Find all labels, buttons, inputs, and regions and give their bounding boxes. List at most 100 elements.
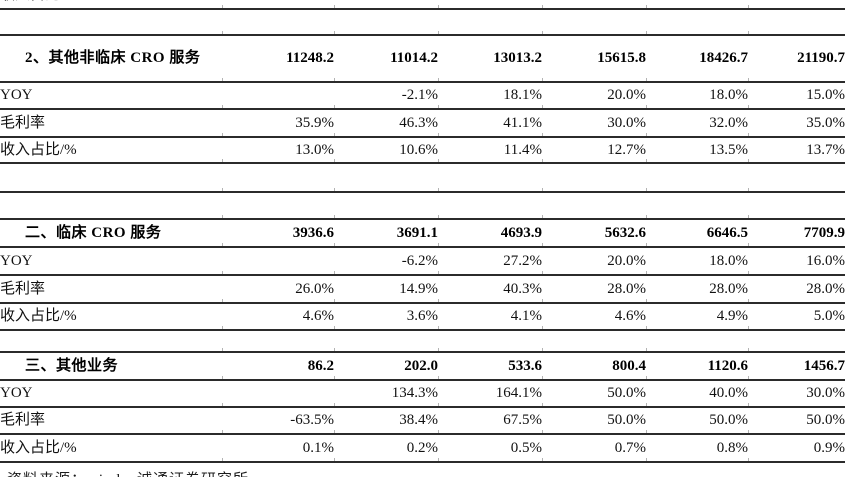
value-cell: 16.0% — [748, 247, 845, 276]
value-cell: 4.9% — [646, 303, 748, 331]
spacer-row — [0, 163, 845, 193]
spacer-cell — [0, 330, 222, 353]
metric-row-revenue-share: 收入占比/% 0.1% 0.2% 0.5% 0.7% 0.8% 0.9% — [0, 434, 845, 463]
value-cell: 35.9% — [222, 109, 334, 138]
value-cell: 50.0% — [542, 380, 646, 408]
value-cell: 50.0% — [748, 407, 845, 435]
value-cell: 164.1% — [438, 380, 542, 408]
value-cell: 35.0% — [748, 109, 845, 138]
value-cell: 40.3% — [438, 275, 542, 304]
value-cell: 84.0% — [438, 0, 542, 10]
metric-row-gross-margin: 毛利率 -63.5% 38.4% 67.5% 50.0% 50.0% 50.0% — [0, 407, 845, 435]
source-note: 资料来源：wind，诚通证券研究所 — [7, 468, 249, 477]
spacer-cell — [222, 192, 334, 220]
value-cell: 3936.6 — [222, 219, 334, 248]
value-cell: 4.6% — [542, 303, 646, 331]
value-cell: 85.6% — [334, 0, 438, 10]
spacer-cell — [646, 163, 748, 193]
value-cell: 0.1% — [222, 434, 334, 463]
value-cell: 38.4% — [334, 407, 438, 435]
value-cell: 12.7% — [542, 137, 646, 164]
value-cell: 0.8% — [646, 434, 748, 463]
value-cell: 80.9% — [646, 0, 748, 10]
spacer-cell — [438, 9, 542, 36]
value-cell: 14.9% — [334, 275, 438, 304]
value-cell: 50.0% — [542, 407, 646, 435]
metric-label: 收入占比/% — [0, 0, 222, 10]
value-cell: 18.0% — [646, 247, 748, 276]
metric-label: 收入占比/% — [0, 137, 222, 164]
metric-row-revenue-share: 收入占比/% 13.0% 10.6% 11.4% 12.7% 13.5% 13.… — [0, 137, 845, 164]
value-cell — [222, 380, 334, 408]
spacer-cell — [0, 9, 222, 36]
spacer-cell — [0, 163, 222, 193]
metric-row-yoy: YOY 134.3% 164.1% 50.0% 40.0% 30.0% — [0, 380, 845, 408]
spacer-cell — [334, 9, 438, 36]
value-cell: 13013.2 — [438, 35, 542, 83]
value-cell: 202.0 — [334, 352, 438, 381]
value-cell: 15615.8 — [542, 35, 646, 83]
value-cell: 134.3% — [334, 380, 438, 408]
section-title: 2、其他非临床 CRO 服务 — [0, 35, 222, 83]
spacer-cell — [222, 163, 334, 193]
value-cell: 7709.9 — [748, 219, 845, 248]
spacer-cell — [646, 192, 748, 220]
spacer-cell — [334, 330, 438, 353]
value-cell: 0.2% — [334, 434, 438, 463]
value-cell: 82.0% — [542, 0, 646, 10]
value-cell: 28.0% — [542, 275, 646, 304]
value-cell: 20.0% — [542, 82, 646, 110]
spacer-cell — [334, 163, 438, 193]
value-cell: 18.1% — [438, 82, 542, 110]
value-cell: 0.9% — [748, 434, 845, 463]
value-cell: 15.0% — [748, 82, 845, 110]
value-cell: 32.0% — [646, 109, 748, 138]
section-title: 二、临床 CRO 服务 — [0, 219, 222, 248]
value-cell: 11.4% — [438, 137, 542, 164]
spacer-cell — [438, 330, 542, 353]
spacer-cell — [438, 192, 542, 220]
value-cell: 4693.9 — [438, 219, 542, 248]
financial-table: 收入占比/% 82.5% 85.6% 84.0% 82.0% 80.9% 80.… — [0, 0, 845, 463]
value-cell: 46.3% — [334, 109, 438, 138]
value-cell: 11248.2 — [222, 35, 334, 83]
value-cell: 86.2 — [222, 352, 334, 381]
value-cell: 5632.6 — [542, 219, 646, 248]
spacer-cell — [542, 330, 646, 353]
value-cell: -2.1% — [334, 82, 438, 110]
spacer-cell — [748, 163, 845, 193]
value-cell: 13.5% — [646, 137, 748, 164]
metric-row-gross-margin: 毛利率 26.0% 14.9% 40.3% 28.0% 28.0% 28.0% — [0, 275, 845, 304]
metric-label: 收入占比/% — [0, 434, 222, 463]
value-cell: 10.6% — [334, 137, 438, 164]
metric-row-yoy: YOY -2.1% 18.1% 20.0% 18.0% 15.0% — [0, 82, 845, 110]
value-cell: 50.0% — [646, 407, 748, 435]
value-cell: 4.1% — [438, 303, 542, 331]
value-cell: 3691.1 — [334, 219, 438, 248]
spacer-cell — [748, 9, 845, 36]
value-cell: 0.7% — [542, 434, 646, 463]
value-cell: -6.2% — [334, 247, 438, 276]
value-cell: 1456.7 — [748, 352, 845, 381]
value-cell: 18.0% — [646, 82, 748, 110]
value-cell: 20.0% — [542, 247, 646, 276]
value-cell: 0.5% — [438, 434, 542, 463]
value-cell: 11014.2 — [334, 35, 438, 83]
spacer-cell — [542, 9, 646, 36]
value-cell: 21190.7 — [748, 35, 845, 83]
metric-label: 收入占比/% — [0, 303, 222, 331]
value-cell: 30.0% — [748, 380, 845, 408]
partial-row-revenue-share: 收入占比/% 82.5% 85.6% 84.0% 82.0% 80.9% 80.… — [0, 0, 845, 10]
value-cell — [222, 247, 334, 276]
spacer-cell — [542, 192, 646, 220]
spacer-cell — [222, 330, 334, 353]
value-cell: 28.0% — [646, 275, 748, 304]
spacer-row — [0, 330, 845, 353]
metric-row-yoy: YOY -6.2% 27.2% 20.0% 18.0% 16.0% — [0, 247, 845, 276]
section-title: 三、其他业务 — [0, 352, 222, 381]
spacer-cell — [222, 9, 334, 36]
value-cell — [222, 82, 334, 110]
value-cell: 28.0% — [748, 275, 845, 304]
metric-row-revenue-share: 收入占比/% 4.6% 3.6% 4.1% 4.6% 4.9% 5.0% — [0, 303, 845, 331]
